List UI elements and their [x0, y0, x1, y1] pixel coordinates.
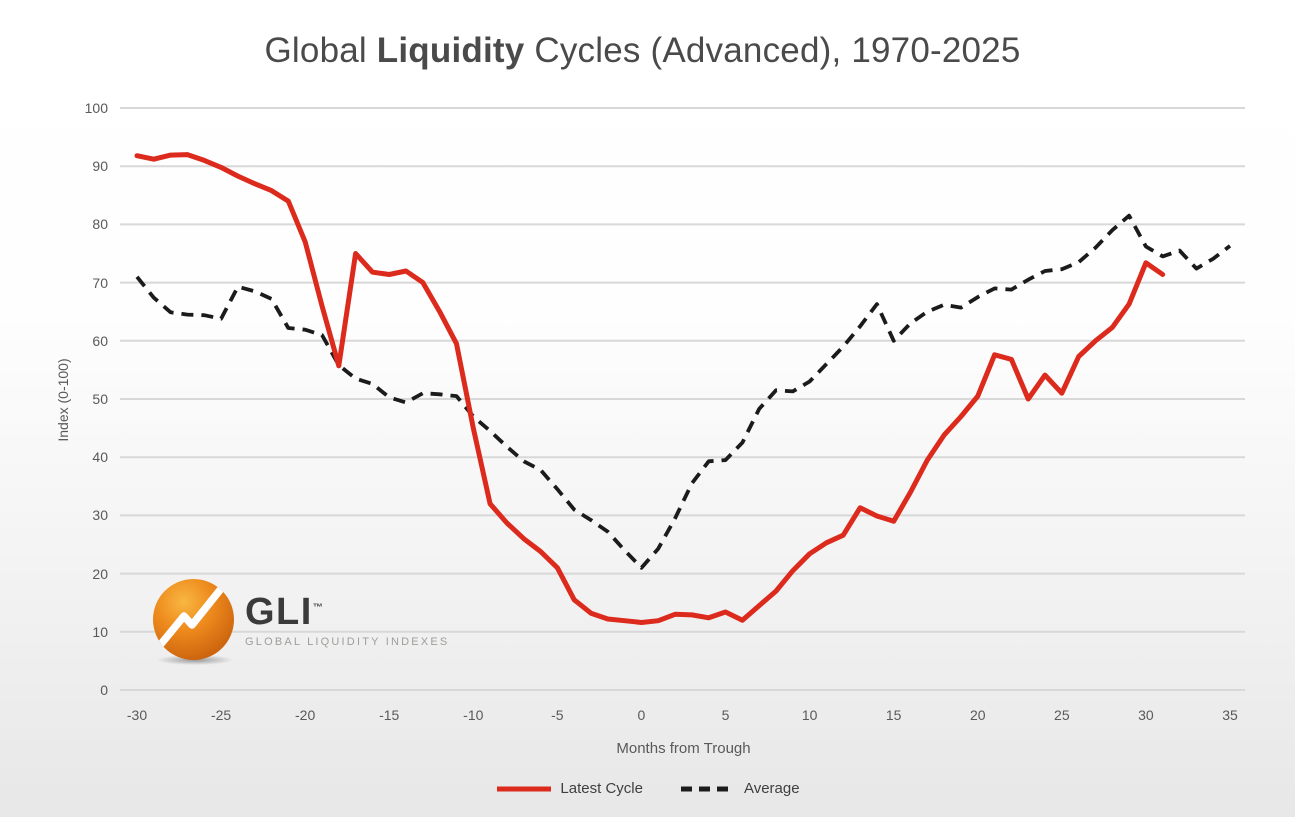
x-tick-label: 20	[969, 707, 986, 723]
x-tick-label: 15	[885, 707, 902, 723]
legend: Latest Cycle Average	[0, 780, 1295, 797]
logo-shadow	[157, 655, 233, 665]
x-tick-label: 0	[637, 707, 646, 723]
series-latest-cycle	[134, 152, 1166, 625]
chart-title: Global Liquidity Cycles (Advanced), 1970…	[0, 31, 1285, 71]
x-tick-label: 5	[721, 707, 730, 723]
logo-gli-text: GLI	[245, 591, 313, 633]
x-tick-label: 35	[1222, 707, 1238, 723]
x-tick-label: -15	[379, 707, 400, 723]
legend-swatch-dashed	[680, 786, 735, 791]
y-tick-label: 40	[92, 449, 108, 466]
legend-label: Average	[743, 780, 800, 797]
y-tick-label: 70	[92, 274, 108, 291]
legend-label: Latest Cycle	[560, 780, 643, 797]
y-tick-label: 20	[92, 565, 108, 582]
chart-title-prefix: Global	[264, 31, 377, 70]
x-tick-label: 30	[1138, 707, 1154, 723]
x-tick-label: 25	[1054, 707, 1070, 723]
series-average	[135, 213, 1232, 570]
x-tick-label: 10	[801, 707, 818, 723]
y-tick-label: 100	[84, 100, 108, 116]
y-tick-label: 30	[92, 507, 108, 524]
logo-wordmark: GLI™	[245, 593, 449, 631]
chart-title-suffix: Cycles (Advanced), 1970-2025	[524, 31, 1021, 70]
x-tick-label: -5	[551, 707, 564, 723]
legend-swatch-solid	[497, 786, 552, 791]
logo-subtext: GLOBAL LIQUIDITY INDEXES	[245, 636, 450, 648]
y-tick-label: 90	[92, 158, 108, 175]
x-axis-label: Months from Trough	[616, 740, 751, 757]
logo-text: GLI™ GLOBAL LIQUIDITY INDEXES	[245, 593, 449, 648]
y-tick-label: 60	[92, 332, 108, 349]
y-tick-label: 0	[100, 682, 108, 698]
y-axis-label: Index (0-100)	[55, 358, 71, 442]
x-tick-label: -25	[210, 707, 232, 723]
gli-logo: GLI™ GLOBAL LIQUIDITY INDEXES	[152, 578, 452, 668]
y-tick-label: 80	[92, 216, 108, 233]
y-tick-label: 50	[92, 391, 108, 407]
y-tick-label: 10	[92, 623, 108, 640]
logo-globe-chart-icon	[152, 578, 235, 661]
chart-title-bold-word: Liquidity	[376, 31, 525, 70]
x-tick-label: -10	[463, 707, 484, 723]
legend-entry-average: Average	[679, 780, 800, 797]
x-tick-label: -30	[126, 707, 148, 723]
logo-trademark: ™	[312, 602, 323, 614]
x-tick-label: -20	[295, 707, 316, 723]
legend-entry-latest-cycle: Latest Cycle	[495, 780, 643, 797]
